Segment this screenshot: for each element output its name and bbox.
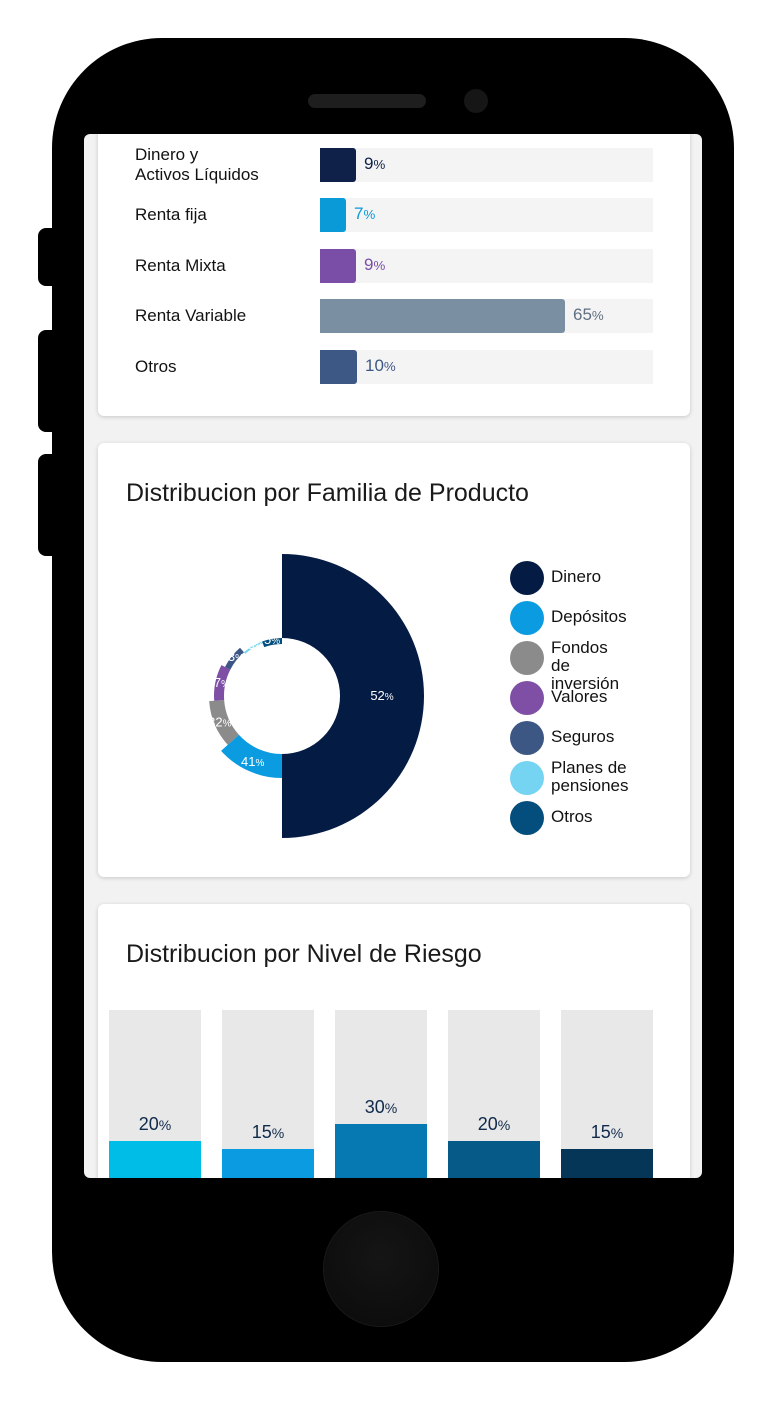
asset-bar-track: 10% [320,350,653,384]
product-family-title: Distribucion por Familia de Producto [126,479,529,507]
risk-bar [222,1149,314,1178]
donut-slice[interactable] [221,734,282,778]
legend-swatch [510,561,544,595]
legend-swatch [510,641,544,675]
legend-label: Valores [551,687,608,706]
donut-slice[interactable] [209,700,239,745]
asset-row-label: Renta Mixta [135,256,226,275]
risk-bar-value: 15% [590,1122,624,1142]
asset-bar [320,350,357,384]
donut-slice-label: 52% [370,688,393,703]
risk-bar [335,1124,427,1178]
donut-slice[interactable] [224,647,244,670]
legend-swatch [510,801,544,835]
donut-slice-label: 5% [264,632,280,647]
risk-bar-track: 20% [109,1010,201,1178]
risk-bar-track: 20% [448,1010,540,1178]
speaker-grille [308,94,426,108]
legend-swatch [510,601,544,635]
legend-swatch [510,721,544,755]
donut-slice[interactable] [262,638,282,648]
risk-level-card: Distribucion por Nivel de Riesgo 20% 15% 3… [98,904,690,1178]
donut-slice-label: 32% [208,714,231,729]
asset-bar-track: 65% [320,299,653,333]
risk-level-title: Distribucion por Nivel de Riesgo [126,940,482,968]
risk-bar-value: 20% [477,1114,511,1134]
risk-bar-value: 30% [364,1097,398,1117]
risk-bar [109,1141,201,1178]
donut-slice-label: 15% [240,637,263,652]
risk-bar [561,1149,653,1178]
donut-slice[interactable] [243,641,263,654]
asset-bar [320,249,356,283]
product-family-donut-chart: 52% 41% 32% 27% 23%15% 5% [207,554,424,838]
legend-label: Depósitos [551,607,627,626]
risk-bar-value: 20% [138,1114,172,1134]
asset-row-label: Dinero y Activos Líquidos [135,145,259,184]
legend-swatch [510,681,544,715]
legend-label: Otros [551,807,593,826]
asset-bar-value: 9% [364,255,386,274]
legend-swatch [510,761,544,795]
legend-label: Planes de pensiones [551,758,629,795]
asset-row-label: Renta fija [135,205,207,224]
asset-bar-value: 10% [365,356,396,375]
asset-row-label: Renta Variable [135,306,247,325]
asset-row-label: Otros [135,357,177,376]
asset-distribution-card: Dinero y Activos Líquidos 9% Renta fija 7% R… [98,134,690,416]
product-family-card: Distribucion por Familia de Producto 52%… [98,443,690,877]
donut-slice-label: 23% [221,649,244,664]
phone-screen[interactable]: Dinero y Activos Líquidos 9% Renta fija 7% R… [84,134,702,1178]
risk-bar [448,1141,540,1178]
asset-bar [320,198,346,232]
asset-bar-track: 7% [320,198,653,232]
asset-bar-track: 9% [320,249,653,283]
asset-bar-value: 65% [573,305,604,324]
legend-label: Fondos de inversión [551,638,620,693]
asset-bar [320,148,356,182]
asset-bar-track: 9% [320,148,653,182]
donut-slice-label: 41% [241,754,264,769]
donut-slice[interactable] [282,554,424,838]
front-camera [464,89,488,113]
risk-bar-value: 15% [251,1122,285,1142]
asset-bar [320,299,565,333]
risk-bar-track: 15% [222,1010,314,1178]
home-button[interactable] [324,1212,438,1326]
legend-label: Seguros [551,727,615,746]
asset-bar-value: 9% [364,154,386,173]
asset-bar-value: 7% [354,204,376,223]
risk-bar-track: 30% [335,1010,427,1178]
risk-bar-track: 15% [561,1010,653,1178]
legend-label: Dinero [551,567,602,586]
donut-slice-label: 27% [207,675,230,690]
donut-slice[interactable] [214,665,231,701]
